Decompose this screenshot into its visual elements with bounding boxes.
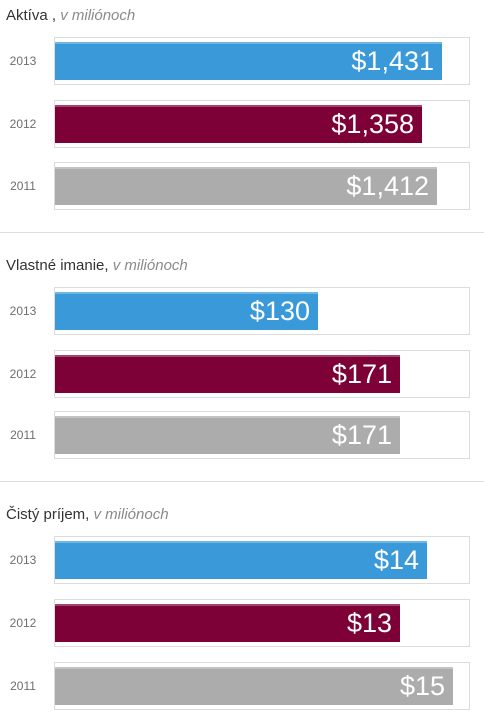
bar-track: $1,431: [54, 37, 470, 85]
year-label: 2012: [9, 117, 37, 131]
value-label: $130: [249, 296, 310, 326]
bar-track: $14: [54, 536, 470, 584]
bar: $1,412: [55, 167, 437, 205]
bar: $14: [55, 541, 427, 579]
bar-row: 2011 $171: [0, 411, 484, 459]
bar-track: $171: [54, 350, 470, 398]
bar: $13: [55, 604, 400, 642]
assets-section: Aktíva , v miliónoch 2013 $1,431 2012 $1…: [0, 0, 484, 232]
value-label: $171: [331, 359, 392, 389]
bar-track: $15: [54, 662, 470, 710]
section-title: Aktíva , v miliónoch: [6, 7, 136, 24]
bar-track: $13: [54, 599, 470, 647]
value-label: $14: [373, 545, 419, 575]
bar-row: 2013 $130: [0, 287, 484, 335]
bar-row: 2012 $1,358: [0, 100, 484, 148]
year-label: 2013: [9, 54, 37, 68]
bar: $1,358: [55, 105, 422, 143]
bar-track: $171: [54, 411, 470, 459]
value-label: $1,358: [331, 109, 414, 139]
bar-row: 2012 $13: [0, 599, 484, 647]
year-label: 2012: [9, 367, 37, 381]
section-title: Čistý príjem, v miliónoch: [6, 506, 169, 523]
equity-section: Vlastné imanie, v miliónoch 2013 $130 20…: [0, 250, 484, 480]
bar-row: 2013 $1,431: [0, 37, 484, 85]
year-label: 2011: [10, 679, 36, 693]
year-label: 2011: [10, 428, 36, 442]
net-income-section: Čistý príjem, v miliónoch 2013 $14 2012 …: [0, 499, 484, 720]
bar-row: 2012 $171: [0, 350, 484, 398]
bar-track: $1,412: [54, 162, 470, 210]
bar-track: $1,358: [54, 100, 470, 148]
section-title: Vlastné imanie, v miliónoch: [6, 257, 188, 274]
bar: $171: [55, 416, 400, 454]
value-label: $1,431: [351, 46, 434, 76]
year-label: 2013: [9, 304, 37, 318]
value-label: $171: [331, 420, 392, 450]
section-divider: [0, 232, 484, 233]
bar: $130: [55, 292, 318, 330]
bar-track: $130: [54, 287, 470, 335]
value-label: $15: [399, 671, 445, 701]
bar: $1,431: [55, 42, 442, 80]
bar-row: 2013 $14: [0, 536, 484, 584]
bar: $171: [55, 355, 400, 393]
value-label: $13: [346, 608, 392, 638]
bar-row: 2011 $15: [0, 662, 484, 710]
year-label: 2011: [10, 179, 36, 193]
bar: $15: [55, 667, 453, 705]
year-label: 2012: [9, 616, 37, 630]
value-label: $1,412: [346, 171, 429, 201]
bar-row: 2011 $1,412: [0, 162, 484, 210]
section-divider: [0, 481, 484, 482]
year-label: 2013: [9, 553, 37, 567]
